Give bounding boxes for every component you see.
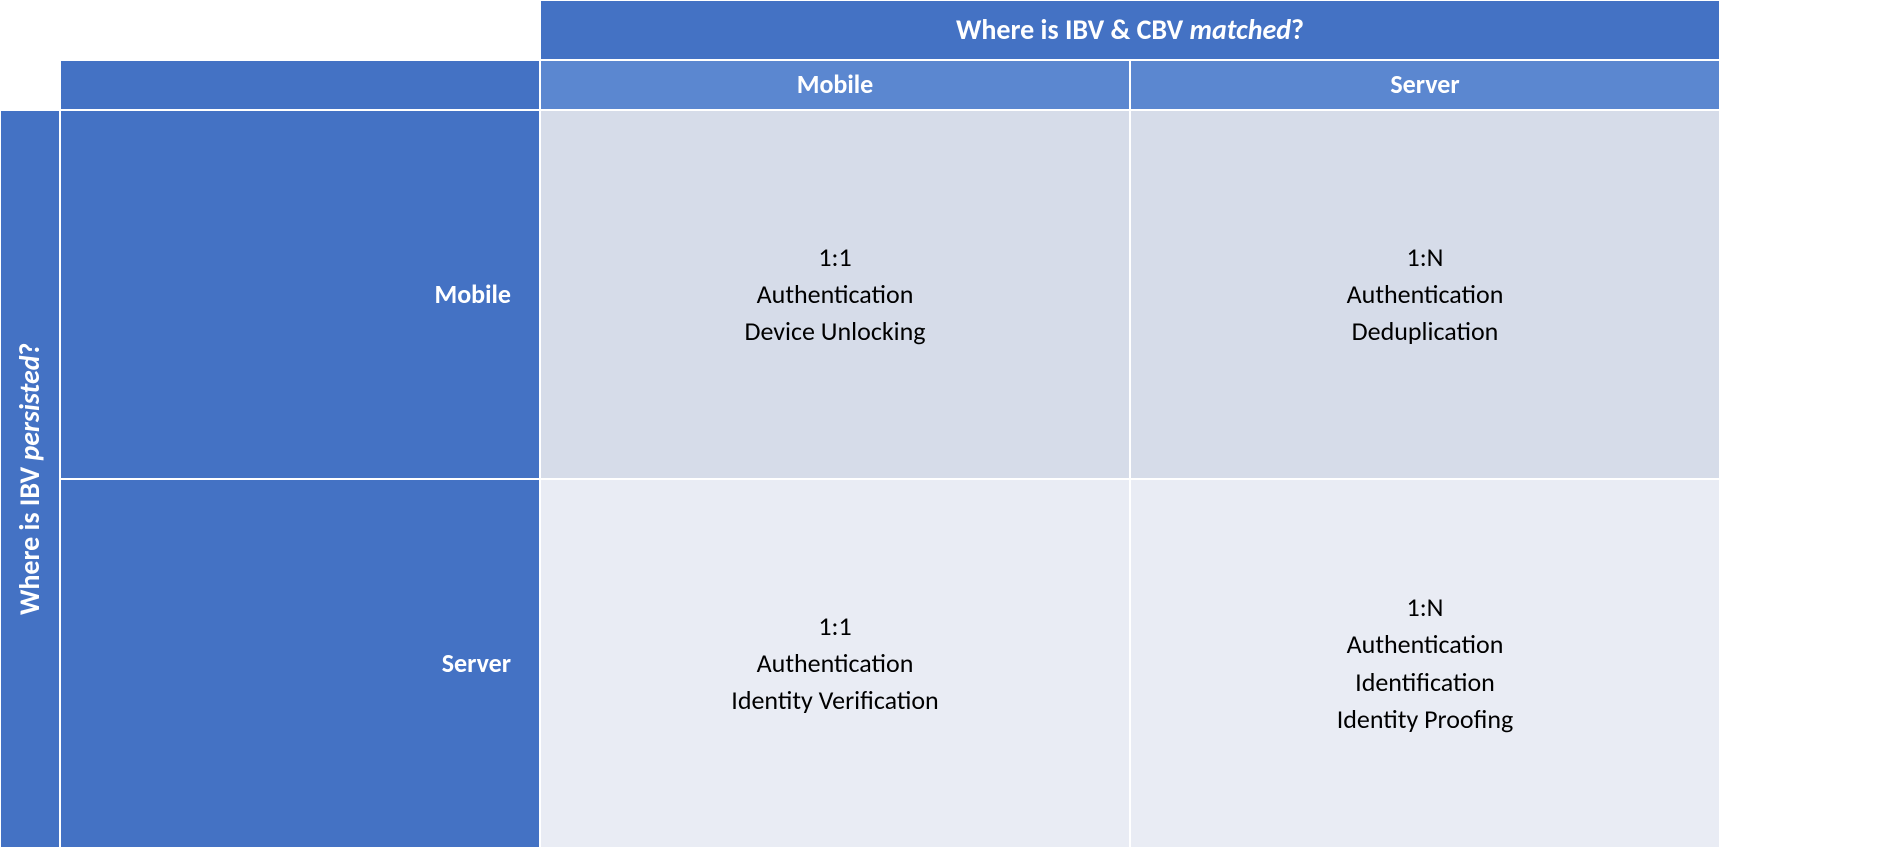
top-axis-header: Where is IBV & CBV matched? bbox=[540, 0, 1720, 60]
stub-header bbox=[60, 60, 540, 110]
cell-line: 1:N bbox=[1347, 240, 1504, 275]
cell-line: Identity Proofing bbox=[1337, 702, 1514, 737]
cell-line: Device Unlocking bbox=[744, 314, 925, 349]
ibv-cbv-matrix: Where is IBV & CBV matched? Mobile Serve… bbox=[0, 0, 1720, 848]
corner-top-left-1 bbox=[0, 0, 60, 60]
col-label-mobile: Mobile bbox=[540, 60, 1130, 110]
cell-line: 1:1 bbox=[731, 609, 938, 644]
left-axis-header: Where is IBV persisted? bbox=[0, 110, 60, 848]
cell-line: Authentication bbox=[1347, 277, 1504, 312]
cell-line: 1:1 bbox=[744, 240, 925, 275]
row-label-server: Server bbox=[60, 479, 540, 848]
cell-line: Authentication bbox=[744, 277, 925, 312]
cell-line: 1:N bbox=[1337, 590, 1514, 625]
cell-line: Identification bbox=[1337, 665, 1514, 700]
cell-server-mobile: 1:1AuthenticationIdentity Verification bbox=[540, 479, 1130, 848]
cell-mobile-mobile: 1:1AuthenticationDevice Unlocking bbox=[540, 110, 1130, 479]
col-label-server: Server bbox=[1130, 60, 1720, 110]
corner-mid-left-1 bbox=[0, 60, 60, 110]
cell-line: Identity Verification bbox=[731, 683, 938, 718]
cell-line: Deduplication bbox=[1347, 314, 1504, 349]
cell-mobile-server: 1:NAuthenticationDeduplication bbox=[1130, 110, 1720, 479]
cell-line: Authentication bbox=[1337, 627, 1514, 662]
cell-line: Authentication bbox=[731, 646, 938, 681]
row-label-mobile: Mobile bbox=[60, 110, 540, 479]
cell-server-server: 1:NAuthenticationIdentificationIdentity … bbox=[1130, 479, 1720, 848]
corner-top-left-2 bbox=[60, 0, 540, 60]
